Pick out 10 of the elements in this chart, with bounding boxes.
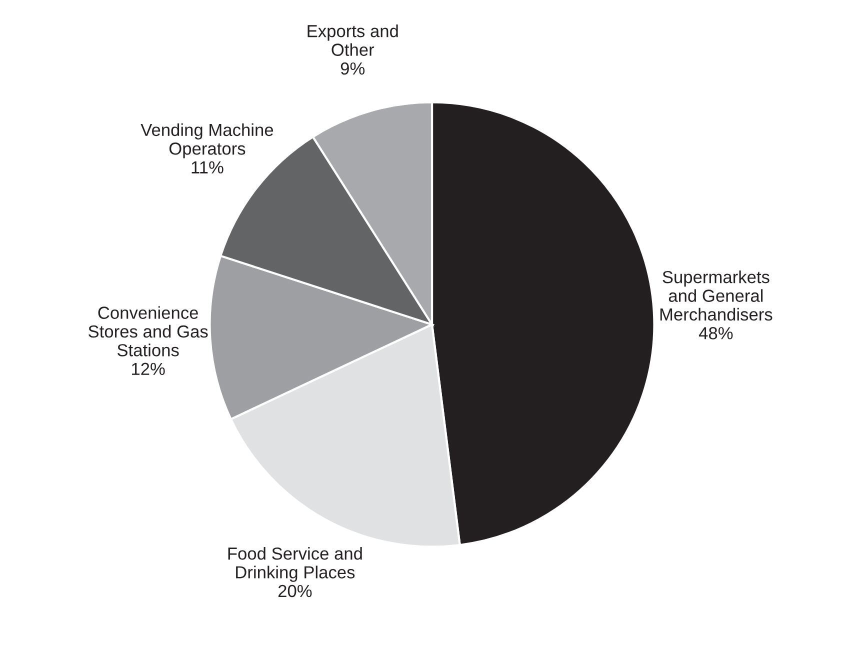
slice-label: Convenience Stores and Gas Stations bbox=[88, 306, 208, 356]
slice-label: Food Service and Drinking Places bbox=[228, 547, 362, 582]
slice-label: Vending Machine Operators bbox=[140, 123, 274, 158]
data-label: 11% bbox=[192, 161, 224, 174]
data-label: 12% bbox=[132, 362, 165, 376]
data-label: 9% bbox=[340, 62, 365, 75]
data-label: 20% bbox=[278, 584, 312, 598]
slice-label: Exports and Other bbox=[308, 24, 398, 56]
data-label: 48% bbox=[698, 327, 733, 340]
slice-label: Supermarkets and General Merchandisers bbox=[660, 270, 772, 321]
